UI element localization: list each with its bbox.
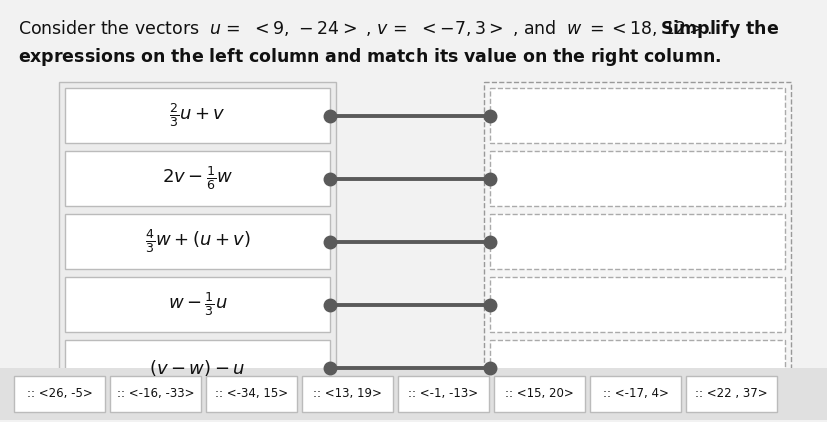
- Text: $\frac{4}{3}w + (u + v)$: $\frac{4}{3}w + (u + v)$: [145, 227, 250, 255]
- FancyBboxPatch shape: [686, 376, 776, 412]
- Text: :: <-17, 4>: :: <-17, 4>: [602, 387, 667, 400]
- FancyBboxPatch shape: [0, 368, 827, 420]
- Text: :: <15, 20>: :: <15, 20>: [504, 387, 573, 400]
- Text: :: <13, 19>: :: <13, 19>: [313, 387, 381, 400]
- Text: $\bf{Simplify\ the}$: $\bf{Simplify\ the}$: [659, 18, 778, 40]
- FancyBboxPatch shape: [490, 277, 784, 332]
- Text: :: <22 , 37>: :: <22 , 37>: [695, 387, 767, 400]
- Text: $\bf{expressions\ on\ the\ left\ column\ and\ match\ its\ value\ on\ the\ right\: $\bf{expressions\ on\ the\ left\ column\…: [18, 46, 720, 68]
- Text: Consider the vectors  $u$ =  $< 9,\, -24 >$ , $v$ =  $< -7, 3 >$ , and  $w$ $=< : Consider the vectors $u$ = $< 9,\, -24 >…: [18, 18, 711, 38]
- FancyBboxPatch shape: [494, 376, 585, 412]
- FancyBboxPatch shape: [490, 340, 784, 395]
- FancyBboxPatch shape: [65, 88, 330, 143]
- FancyBboxPatch shape: [490, 151, 784, 206]
- FancyBboxPatch shape: [65, 340, 330, 395]
- Text: :: <-1, -13>: :: <-1, -13>: [408, 387, 478, 400]
- Text: $\frac{2}{3}u + v$: $\frac{2}{3}u + v$: [169, 102, 226, 130]
- Text: :: <-16, -33>: :: <-16, -33>: [117, 387, 194, 400]
- Text: :: <-34, 15>: :: <-34, 15>: [215, 387, 288, 400]
- FancyBboxPatch shape: [490, 214, 784, 269]
- FancyBboxPatch shape: [484, 82, 790, 401]
- FancyBboxPatch shape: [398, 376, 489, 412]
- Text: :: <26, -5>: :: <26, -5>: [26, 387, 93, 400]
- FancyBboxPatch shape: [490, 88, 784, 143]
- FancyBboxPatch shape: [65, 214, 330, 269]
- Text: $(v - w) - u$: $(v - w) - u$: [149, 357, 246, 378]
- FancyBboxPatch shape: [302, 376, 393, 412]
- FancyBboxPatch shape: [65, 277, 330, 332]
- FancyBboxPatch shape: [14, 376, 105, 412]
- FancyBboxPatch shape: [206, 376, 297, 412]
- FancyBboxPatch shape: [110, 376, 201, 412]
- Text: $2v - \frac{1}{6}w$: $2v - \frac{1}{6}w$: [162, 165, 233, 192]
- FancyBboxPatch shape: [59, 82, 336, 401]
- FancyBboxPatch shape: [65, 151, 330, 206]
- FancyBboxPatch shape: [590, 376, 680, 412]
- Text: $w - \frac{1}{3}u$: $w - \frac{1}{3}u$: [167, 291, 227, 319]
